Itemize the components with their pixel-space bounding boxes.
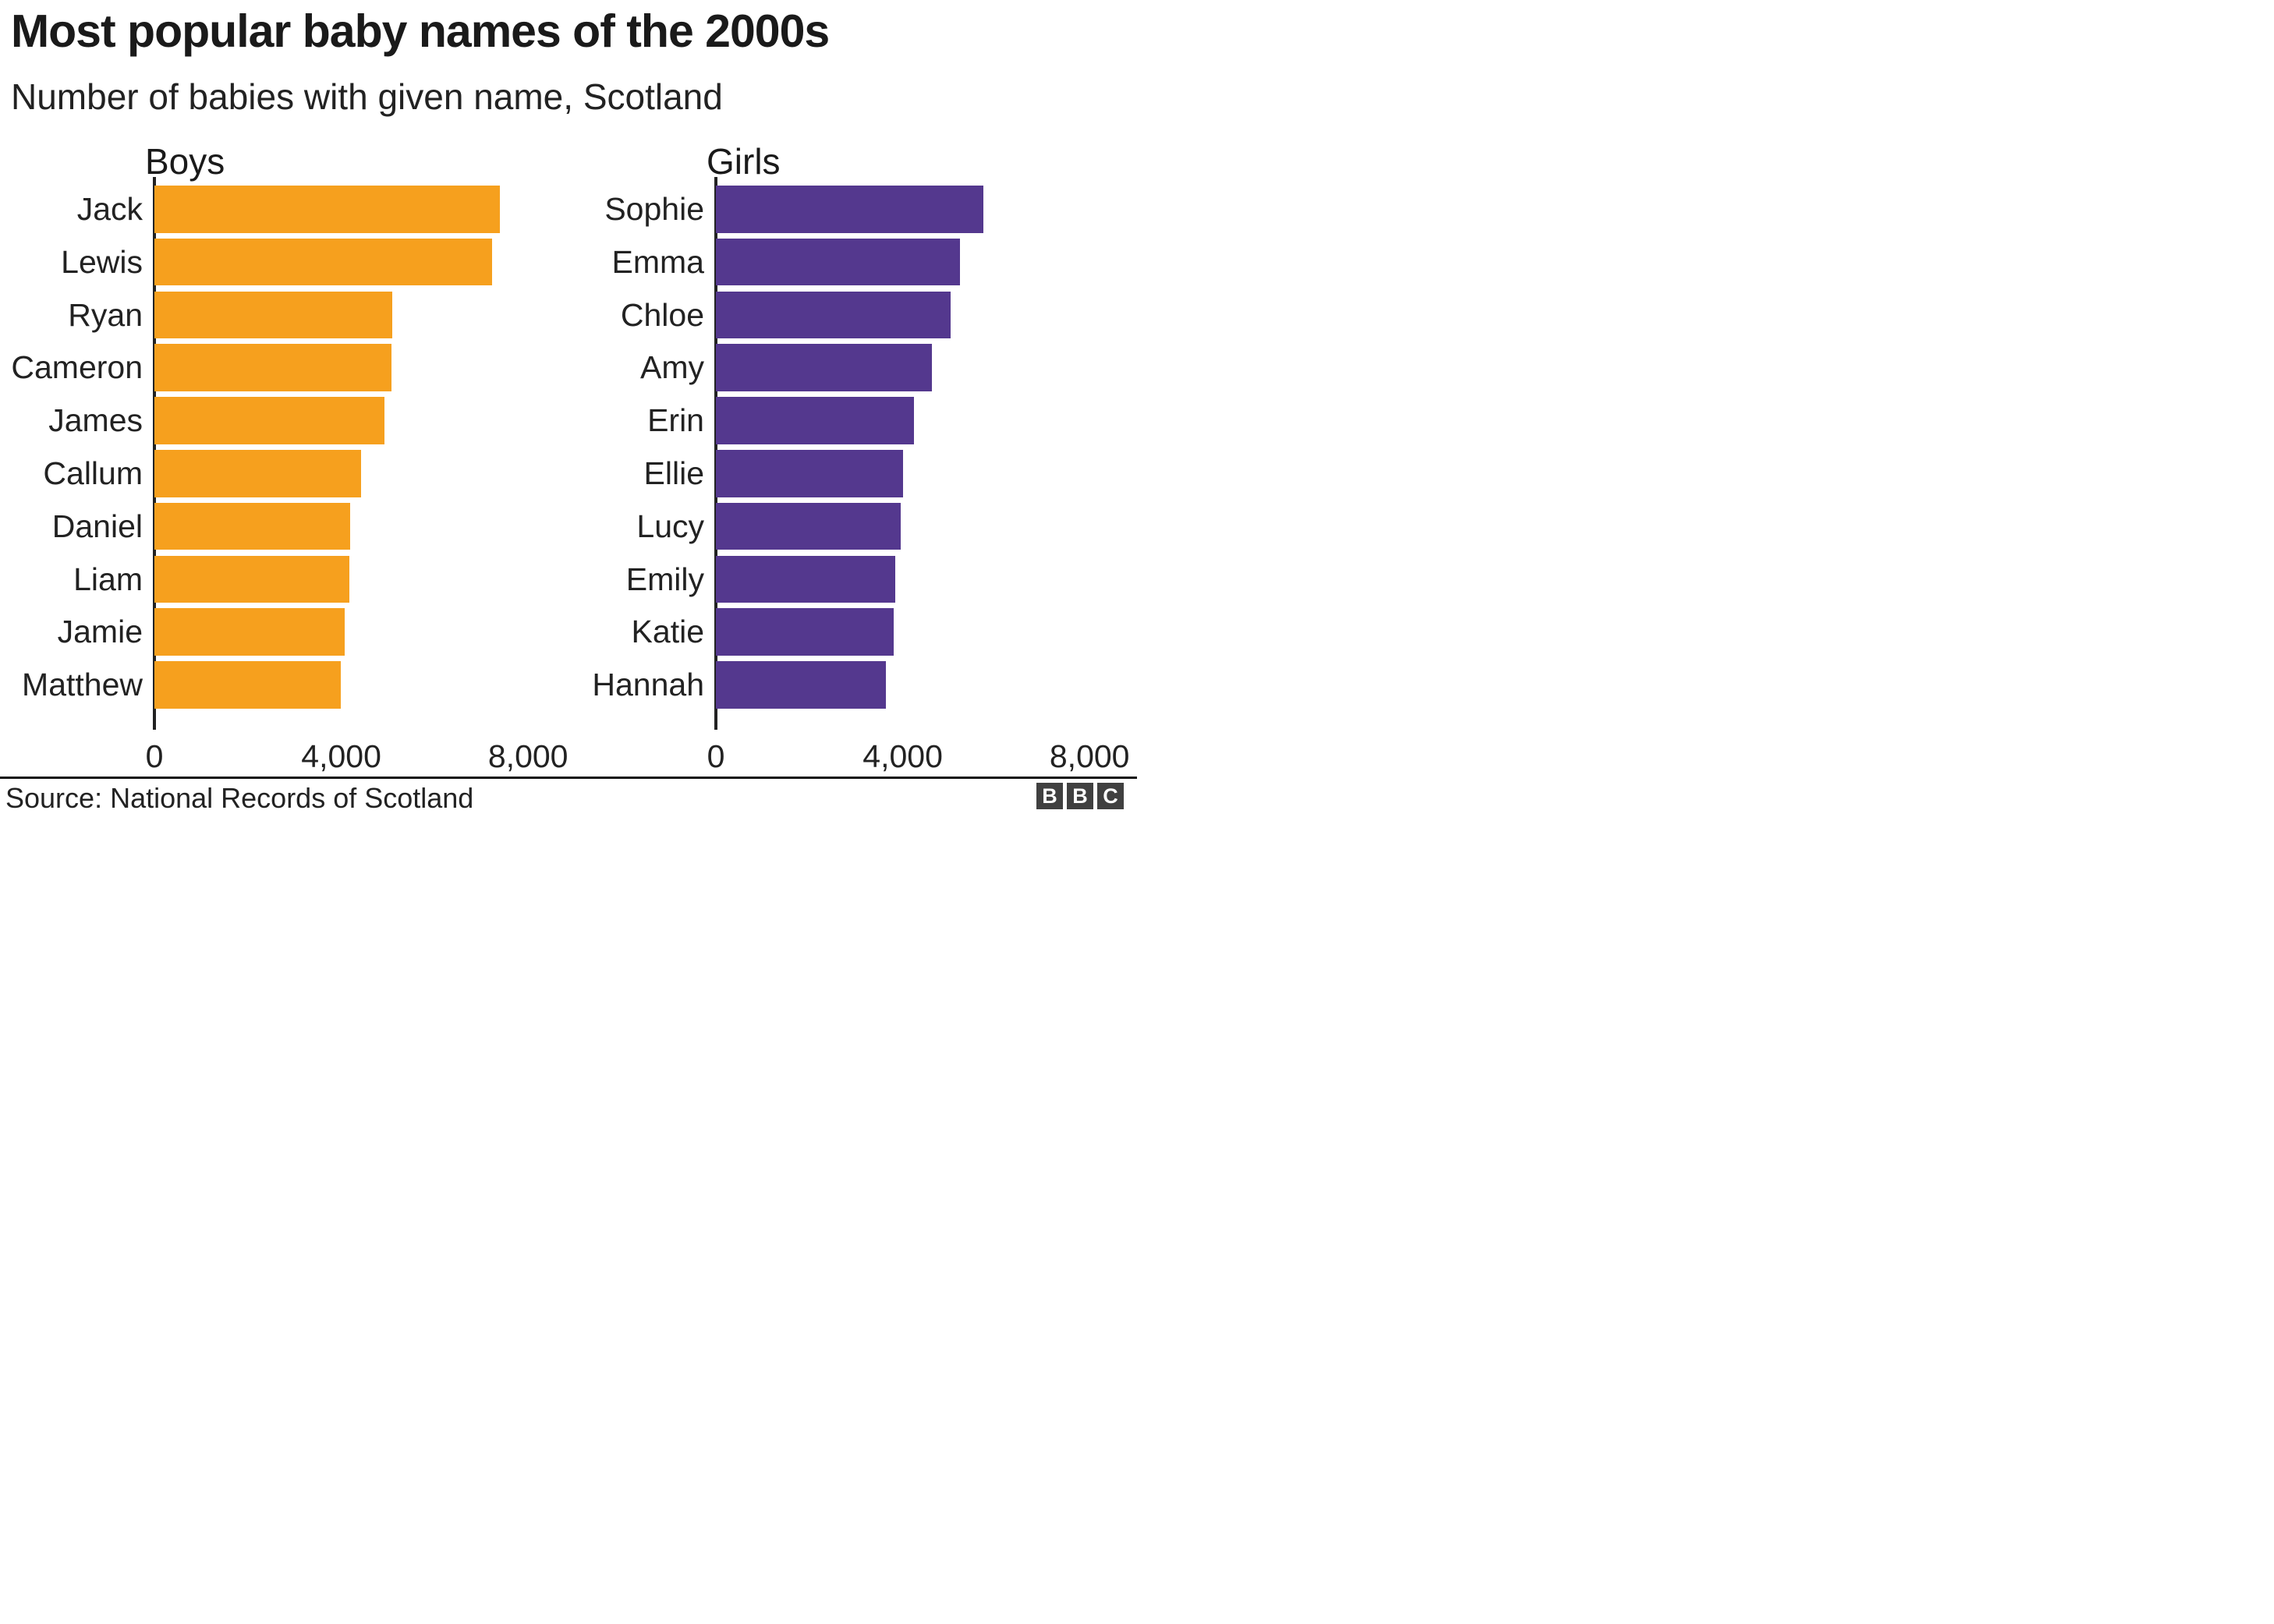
bar-lewis bbox=[154, 238, 492, 286]
bar-matthew bbox=[154, 661, 341, 709]
bar-label-ryan: Ryan bbox=[68, 296, 143, 333]
bar-label-ellie: Ellie bbox=[643, 455, 704, 491]
bar-hannah bbox=[716, 661, 886, 709]
boys-chart-heading: Boys bbox=[145, 141, 225, 182]
bar-label-matthew: Matthew bbox=[22, 667, 143, 703]
bar-label-sophie: Sophie bbox=[604, 191, 704, 227]
x-tick-girls-8000: 8,000 bbox=[1049, 738, 1130, 774]
bar-label-jack: Jack bbox=[76, 191, 143, 227]
bar-label-chloe: Chloe bbox=[620, 296, 704, 333]
bar-daniel bbox=[154, 502, 350, 550]
bar-emily bbox=[716, 555, 895, 603]
bar-label-katie: Katie bbox=[631, 614, 704, 650]
bar-label-daniel: Daniel bbox=[51, 508, 143, 544]
bar-lucy bbox=[716, 502, 901, 550]
bar-label-emma: Emma bbox=[611, 243, 704, 280]
bar-label-emily: Emily bbox=[625, 561, 704, 597]
bar-james bbox=[154, 397, 384, 444]
bar-cameron bbox=[154, 344, 391, 391]
bar-label-james: James bbox=[48, 402, 143, 439]
infographic-canvas: Most popular baby names of the 2000s Num… bbox=[0, 0, 1137, 812]
bar-label-jamie: Jamie bbox=[57, 614, 143, 650]
bar-jack bbox=[154, 186, 501, 233]
footer-divider bbox=[0, 777, 1137, 779]
page-title: Most popular baby names of the 2000s bbox=[11, 5, 830, 57]
x-tick-girls-0: 0 bbox=[707, 738, 725, 774]
bar-label-lucy: Lucy bbox=[636, 508, 704, 544]
bar-jamie bbox=[154, 608, 345, 656]
x-tick-boys-8000: 8,000 bbox=[487, 738, 568, 774]
x-tick-boys-4000: 4,000 bbox=[301, 738, 381, 774]
bar-erin bbox=[716, 397, 914, 444]
bbc-logo-letter-b2: B bbox=[1067, 783, 1093, 809]
source-credit: Source: National Records of Scotland bbox=[5, 782, 474, 812]
bbc-logo: B B C bbox=[1036, 783, 1125, 809]
bar-chloe bbox=[716, 291, 951, 339]
bar-label-amy: Amy bbox=[640, 349, 704, 386]
bar-callum bbox=[154, 450, 362, 497]
x-tick-girls-4000: 4,000 bbox=[862, 738, 943, 774]
bar-liam bbox=[154, 555, 350, 603]
bar-katie bbox=[716, 608, 894, 656]
bar-label-liam: Liam bbox=[73, 561, 143, 597]
bar-label-erin: Erin bbox=[647, 402, 704, 439]
bar-label-hannah: Hannah bbox=[592, 667, 704, 703]
page-subtitle: Number of babies with given name, Scotla… bbox=[11, 76, 723, 117]
bar-label-callum: Callum bbox=[43, 455, 143, 491]
bar-label-lewis: Lewis bbox=[61, 243, 143, 280]
bar-sophie bbox=[716, 186, 984, 233]
bar-label-cameron: Cameron bbox=[11, 349, 143, 386]
bar-emma bbox=[716, 238, 961, 286]
girls-chart-heading: Girls bbox=[707, 141, 781, 182]
bar-amy bbox=[716, 344, 932, 391]
bar-ryan bbox=[154, 291, 392, 339]
bbc-logo-letter-c: C bbox=[1097, 783, 1124, 809]
bbc-logo-letter-b1: B bbox=[1036, 783, 1063, 809]
bar-ellie bbox=[716, 450, 903, 497]
x-tick-boys-0: 0 bbox=[145, 738, 164, 774]
